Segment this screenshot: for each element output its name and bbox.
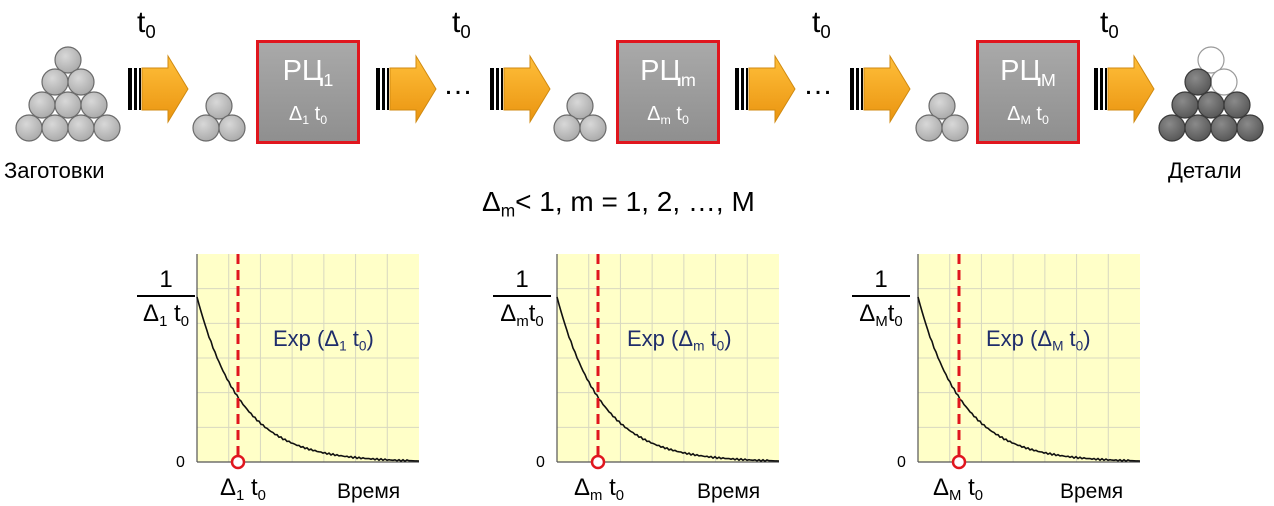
t0-label: t0 bbox=[137, 6, 156, 42]
x-marker-label: Δ1 t0 bbox=[220, 474, 266, 504]
y-axis-zero-label: 0 bbox=[897, 454, 906, 471]
queue-stack-icon bbox=[915, 92, 969, 142]
curve-label: Exp (ΔM t0) bbox=[986, 326, 1091, 354]
x-axis-label: Время bbox=[337, 480, 401, 503]
work-center-1: РЦ1 Δ1 t0 bbox=[256, 40, 360, 144]
arrow-icon bbox=[375, 55, 437, 123]
blanks-label: Заготовки bbox=[4, 158, 105, 183]
arrow-icon bbox=[734, 55, 796, 123]
y-axis-max-label: 1 Δmt0 bbox=[493, 266, 551, 336]
mean-time-marker bbox=[230, 454, 246, 470]
plot-M bbox=[917, 254, 1141, 470]
plot-1 bbox=[196, 254, 420, 470]
plot-m bbox=[556, 254, 780, 470]
mean-time-marker bbox=[951, 454, 967, 470]
x-axis-label: Время bbox=[697, 480, 761, 503]
t0-label: t0 bbox=[452, 6, 471, 42]
exponential-curve bbox=[556, 296, 780, 463]
t0-label: t0 bbox=[1100, 6, 1119, 42]
arrow-icon bbox=[1093, 55, 1155, 123]
curve-label: Exp (Δm t0) bbox=[627, 326, 732, 354]
ellipsis: … bbox=[443, 68, 475, 101]
process-flow-graphics bbox=[15, 46, 1264, 142]
ellipsis: … bbox=[803, 68, 835, 101]
mean-time-marker bbox=[590, 454, 606, 470]
arrow-icon bbox=[127, 55, 189, 123]
arrow-icon bbox=[849, 55, 911, 123]
y-axis-max-label: 1 Δ1 t0 bbox=[137, 266, 195, 336]
x-marker-label: Δm t0 bbox=[574, 474, 625, 504]
x-marker-label: ΔM t0 bbox=[933, 474, 984, 504]
t0-label: t0 bbox=[812, 6, 831, 42]
distribution-plots bbox=[196, 254, 1141, 470]
condition-formula: Δm< 1, m = 1, 2, …, M bbox=[482, 186, 755, 221]
y-axis-max-label: 1 ΔMt0 bbox=[852, 266, 910, 336]
queue-stack-icon bbox=[553, 92, 607, 142]
work-center-M: РЦM ΔM t0 bbox=[976, 40, 1080, 144]
work-center-m: РЦm Δm t0 bbox=[616, 40, 720, 144]
y-axis-zero-label: 0 bbox=[176, 454, 185, 471]
exponential-curve bbox=[196, 296, 420, 463]
queue-stack-icon bbox=[192, 92, 246, 142]
curve-label: Exp (Δ1 t0) bbox=[273, 326, 374, 354]
parts-label: Детали bbox=[1168, 158, 1242, 183]
arrow-icon bbox=[489, 55, 551, 123]
parts-stack-icon bbox=[1158, 46, 1264, 142]
x-axis-label: Время bbox=[1060, 480, 1124, 503]
exponential-curve bbox=[917, 296, 1141, 463]
y-axis-zero-label: 0 bbox=[536, 454, 545, 471]
blanks-stack-icon bbox=[15, 46, 121, 142]
